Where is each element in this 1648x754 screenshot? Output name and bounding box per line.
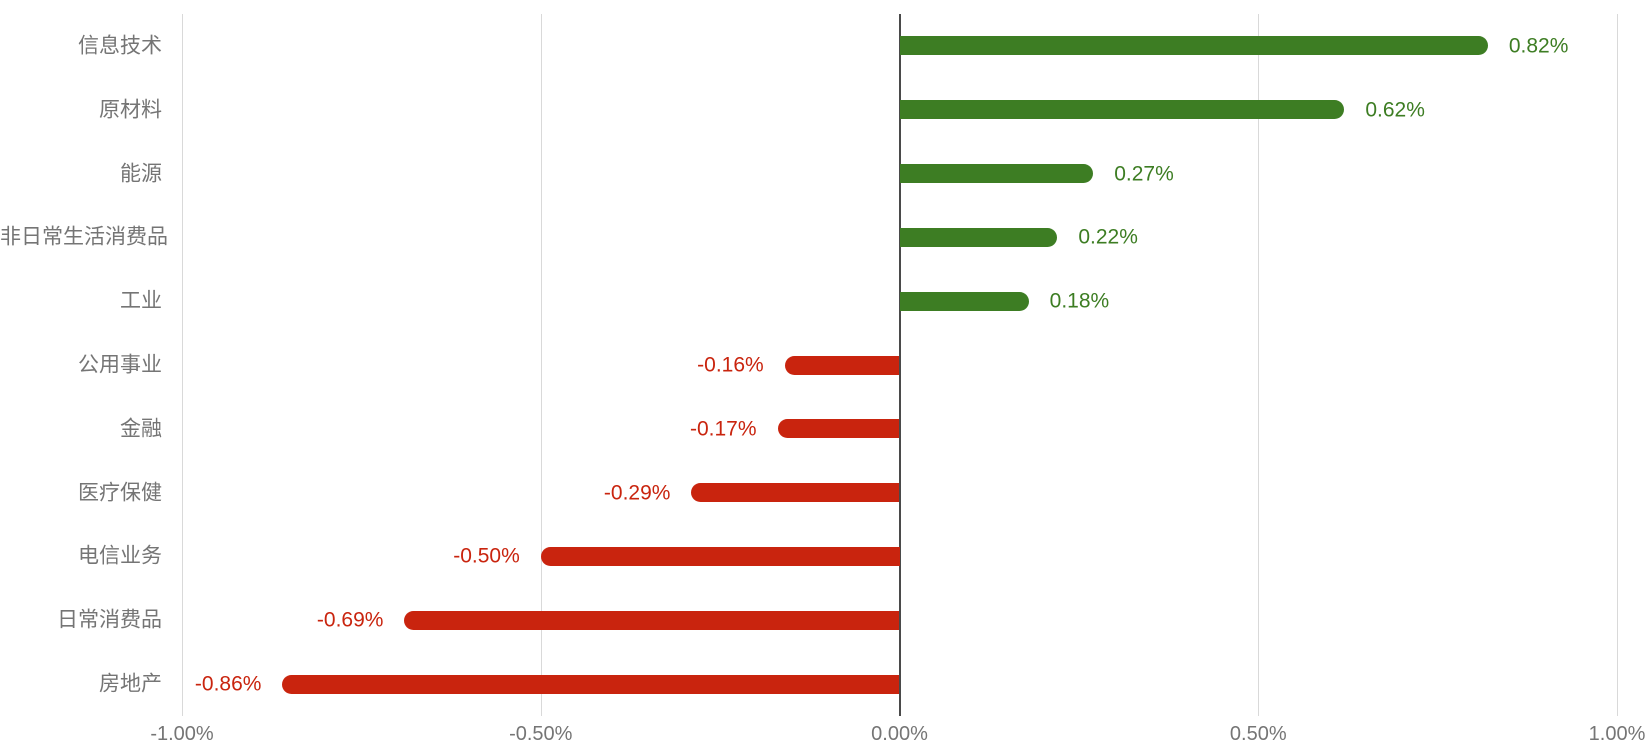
value-label: 0.62%	[1365, 98, 1425, 122]
plot-area: 0.82% 0.62% 0.27% 0.22% 0.18% -0.16% -0.17% -0.…	[182, 14, 1618, 716]
zero-axis-line	[898, 14, 901, 716]
category-label: 工业	[120, 289, 162, 313]
value-label: 0.27%	[1114, 162, 1174, 186]
category-label: 信息技术	[78, 34, 162, 58]
bar[interactable]	[777, 419, 900, 439]
x-tick-label: -0.50%	[509, 723, 573, 745]
value-label: 0.18%	[1049, 289, 1110, 313]
gridline	[1617, 14, 1618, 716]
value-label: 0.82%	[1508, 34, 1569, 58]
bar[interactable]	[899, 100, 1345, 120]
category-label: 公用事业	[78, 353, 162, 377]
bar[interactable]	[899, 291, 1029, 311]
value-label: -0.17%	[689, 417, 757, 441]
category-label: 金融	[120, 417, 162, 441]
bar[interactable]	[404, 610, 900, 630]
x-tick-label: -1.00%	[150, 723, 214, 745]
category-label: 房地产	[99, 672, 162, 696]
category-label: 日常消费品	[57, 608, 162, 632]
x-tick-label: 0.50%	[1229, 723, 1287, 745]
bar[interactable]	[899, 36, 1488, 56]
bar[interactable]	[691, 483, 900, 503]
category-label: 原材料	[99, 98, 162, 122]
value-label: -0.86%	[194, 672, 262, 696]
bar[interactable]	[540, 546, 900, 566]
bar[interactable]	[899, 227, 1058, 247]
category-label: 电信业务	[78, 544, 162, 568]
value-label: -0.50%	[453, 544, 520, 568]
x-tick-label: 0.00%	[871, 723, 928, 745]
value-label: -0.69%	[316, 608, 384, 632]
value-label: -0.16%	[697, 353, 764, 377]
gridline	[540, 14, 542, 716]
value-label: 0.22%	[1078, 225, 1138, 249]
bar[interactable]	[784, 355, 900, 375]
category-label: 非日常生活消费品	[0, 225, 168, 249]
category-label: 医疗保健	[78, 481, 162, 505]
bar[interactable]	[899, 164, 1094, 184]
bar[interactable]	[282, 674, 900, 694]
x-tick-label: 1.00%	[1588, 723, 1646, 745]
gridline	[1258, 14, 1260, 716]
gridline	[182, 14, 183, 716]
value-label: -0.29%	[603, 481, 671, 505]
category-label: 能源	[120, 162, 162, 186]
